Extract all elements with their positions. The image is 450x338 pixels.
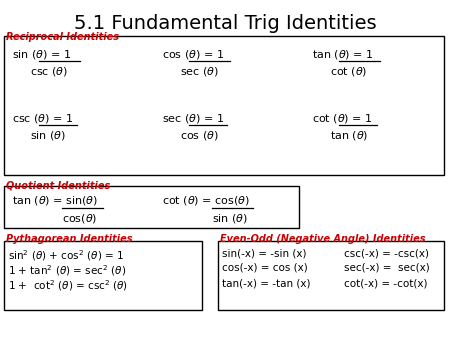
- Text: cos ($\theta$): cos ($\theta$): [180, 129, 219, 142]
- Text: sec ($\theta$) = 1: sec ($\theta$) = 1: [162, 112, 224, 125]
- Text: sin$^2$ ($\theta$) + cos$^2$ ($\theta$) = 1: sin$^2$ ($\theta$) + cos$^2$ ($\theta$) …: [8, 248, 124, 263]
- Text: csc ($\theta$): csc ($\theta$): [30, 65, 68, 78]
- Text: Reciprocal Identities: Reciprocal Identities: [6, 32, 119, 42]
- Text: 5.1 Fundamental Trig Identities: 5.1 Fundamental Trig Identities: [74, 14, 376, 33]
- FancyBboxPatch shape: [4, 241, 202, 310]
- Text: tan ($\theta$) = sin($\theta$): tan ($\theta$) = sin($\theta$): [12, 194, 98, 207]
- Text: sec ($\theta$): sec ($\theta$): [180, 65, 219, 78]
- Text: sin ($\theta$): sin ($\theta$): [30, 129, 66, 142]
- FancyBboxPatch shape: [4, 36, 444, 175]
- Text: Pythagorean Identities: Pythagorean Identities: [6, 234, 132, 244]
- Text: cos(-x) = cos (x): cos(-x) = cos (x): [222, 263, 308, 273]
- Text: csc(-x) = -csc(x): csc(-x) = -csc(x): [344, 248, 429, 258]
- Text: 1 + tan$^2$ ($\theta$) = sec$^2$ ($\theta$): 1 + tan$^2$ ($\theta$) = sec$^2$ ($\thet…: [8, 263, 126, 278]
- Text: cos($\theta$): cos($\theta$): [62, 212, 97, 225]
- FancyBboxPatch shape: [4, 186, 299, 228]
- Text: sec(-x) =  sec(x): sec(-x) = sec(x): [344, 263, 430, 273]
- Text: sin ($\theta$) = 1: sin ($\theta$) = 1: [12, 48, 71, 61]
- Text: tan ($\theta$): tan ($\theta$): [330, 129, 369, 142]
- Text: csc ($\theta$) = 1: csc ($\theta$) = 1: [12, 112, 73, 125]
- FancyBboxPatch shape: [218, 241, 444, 310]
- Text: Even-Odd (Negative Angle) Identities: Even-Odd (Negative Angle) Identities: [220, 234, 426, 244]
- Text: cot(-x) = -cot(x): cot(-x) = -cot(x): [344, 278, 428, 288]
- Text: cot ($\theta$) = 1: cot ($\theta$) = 1: [312, 112, 373, 125]
- Text: tan(-x) = -tan (x): tan(-x) = -tan (x): [222, 278, 310, 288]
- Text: Quotient Identities: Quotient Identities: [6, 180, 110, 190]
- Text: tan ($\theta$) = 1: tan ($\theta$) = 1: [312, 48, 374, 61]
- Text: cot ($\theta$): cot ($\theta$): [330, 65, 367, 78]
- Text: sin ($\theta$): sin ($\theta$): [212, 212, 248, 225]
- Text: cot ($\theta$) = cos($\theta$): cot ($\theta$) = cos($\theta$): [162, 194, 250, 207]
- Text: cos ($\theta$) = 1: cos ($\theta$) = 1: [162, 48, 224, 61]
- Text: 1 +  cot$^2$ ($\theta$) = csc$^2$ ($\theta$): 1 + cot$^2$ ($\theta$) = csc$^2$ ($\thet…: [8, 278, 128, 293]
- Text: sin(-x) = -sin (x): sin(-x) = -sin (x): [222, 248, 306, 258]
